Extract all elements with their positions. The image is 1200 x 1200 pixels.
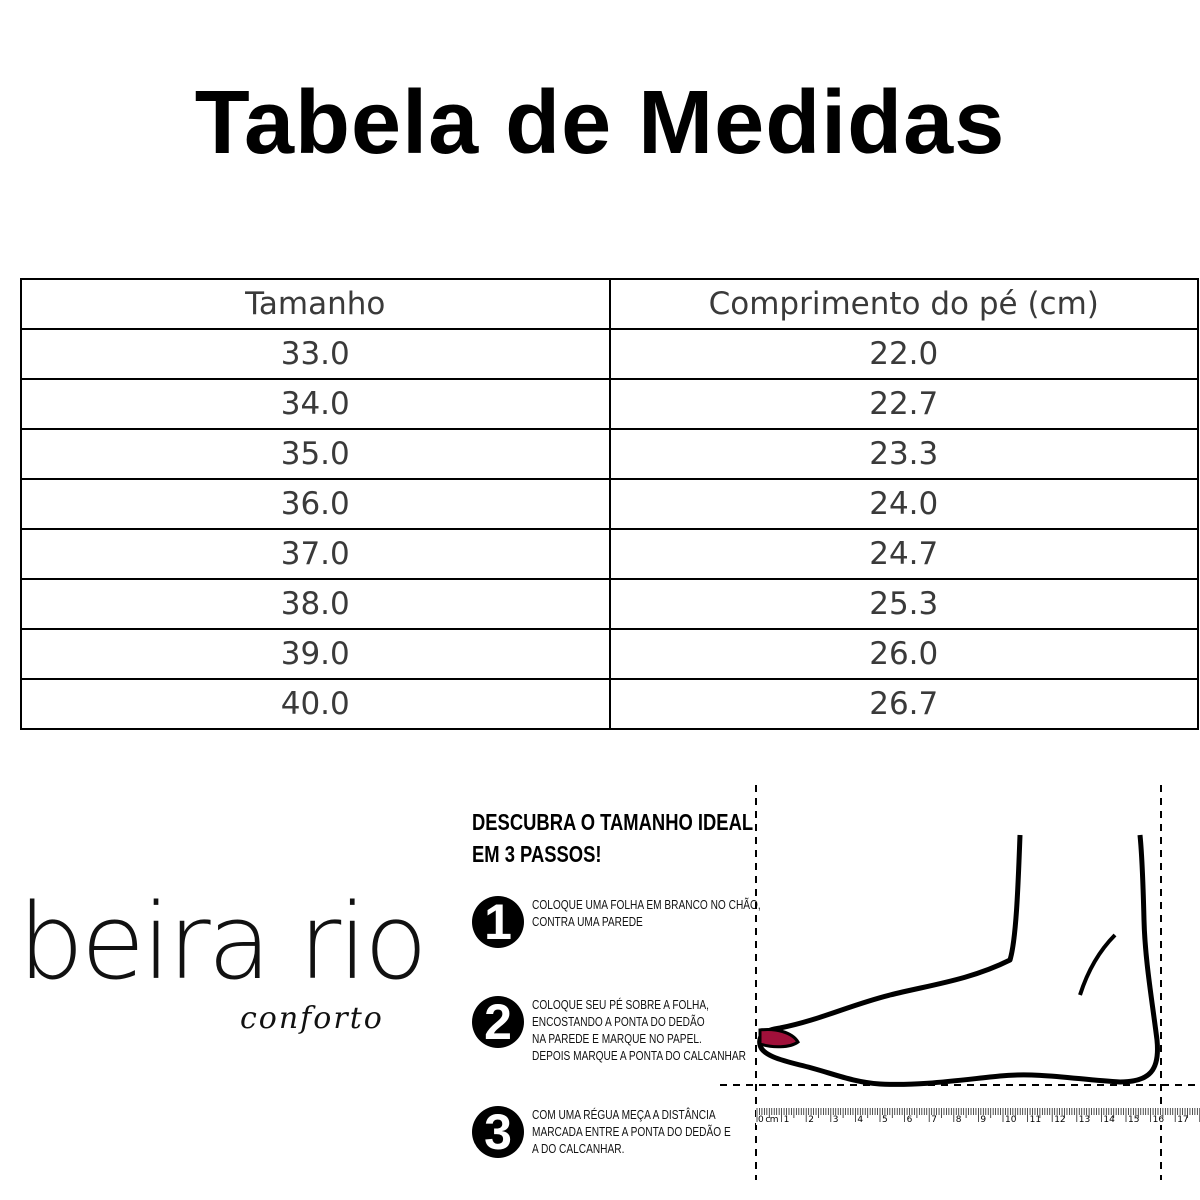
- ruler: 0 cm123456789101112131415161718: [756, 1105, 1200, 1125]
- table-row: 40.0 26.7: [20, 678, 1199, 730]
- length-cell: 25.3: [608, 578, 1199, 630]
- step-number-badge: 2: [472, 996, 524, 1048]
- guide-heading-1: DESCUBRA O TAMANHO IDEAL: [472, 809, 754, 835]
- table-header-row: Tamanho Comprimento do pé (cm): [20, 278, 1199, 330]
- size-table: Tamanho Comprimento do pé (cm) 33.0 22.0 3…: [20, 278, 1199, 730]
- ruler-label: 12: [1054, 1115, 1065, 1125]
- ruler-label: 14: [1103, 1115, 1115, 1125]
- brand-logo: beira rio conforto: [18, 881, 428, 1034]
- size-cell: 39.0: [20, 628, 611, 680]
- step-text-line: Coloque seu pé sobre a folha,: [532, 997, 709, 1012]
- step-number-badge: 1: [472, 896, 524, 948]
- ruler-label: 10: [1005, 1115, 1017, 1125]
- ruler-label: 7: [931, 1115, 937, 1125]
- table-row: 36.0 24.0: [20, 478, 1199, 530]
- length-cell: 22.0: [608, 328, 1199, 380]
- ruler-label: 0 cm: [758, 1115, 778, 1125]
- step-number-badge: 3: [472, 1106, 524, 1158]
- page-title: Tabela de Medidas: [194, 73, 1006, 173]
- ruler-label: 6: [907, 1115, 913, 1125]
- ruler-label: 16: [1153, 1115, 1165, 1125]
- size-cell: 33.0: [20, 328, 611, 380]
- ruler-label: 15: [1128, 1115, 1139, 1125]
- ruler-label: 2: [808, 1115, 814, 1125]
- ankle-line: [1078, 933, 1117, 996]
- step-3: 3 Com uma régua meça a distância marcada e…: [472, 1106, 787, 1158]
- ruler-label: 11: [1030, 1115, 1041, 1125]
- ruler-label: 1: [784, 1115, 790, 1125]
- size-cell: 35.0: [20, 428, 611, 480]
- table-row: 35.0 23.3: [20, 428, 1199, 480]
- ruler-label: 3: [833, 1115, 839, 1125]
- size-cell: 37.0: [20, 528, 611, 580]
- step-text: Coloque uma folha em branco no chão, cont…: [532, 896, 761, 930]
- header-size: Tamanho: [20, 278, 611, 330]
- length-cell: 23.3: [608, 428, 1199, 480]
- ruler-label: 8: [956, 1115, 962, 1125]
- ruler-label: 13: [1079, 1115, 1090, 1125]
- logo-sub-text: conforto: [240, 1001, 384, 1036]
- step-text-line: Coloque uma folha em branco no chão,: [532, 897, 761, 912]
- table-row: 34.0 22.7: [20, 378, 1199, 430]
- length-cell: 22.7: [608, 378, 1199, 430]
- ruler-label: 17: [1177, 1115, 1188, 1125]
- size-cell: 36.0: [20, 478, 611, 530]
- length-cell: 24.7: [608, 528, 1199, 580]
- length-cell: 24.0: [608, 478, 1199, 530]
- toenail: [758, 1028, 800, 1049]
- ruler-label: 4: [857, 1115, 863, 1125]
- foot-illustration: 0 cm123456789101112131415161718: [720, 785, 1200, 1180]
- table-row: 38.0 25.3: [20, 578, 1199, 630]
- step-text-line: Depois marque a ponta do calcanhar: [532, 1048, 746, 1063]
- step-text-line: a do calcanhar.: [532, 1141, 625, 1156]
- step-text-line: marcada entre a ponta do dedão e: [532, 1124, 731, 1139]
- table-row: 39.0 26.0: [20, 628, 1199, 680]
- step-1: 1 Coloque uma folha em branco no chão, con…: [472, 896, 825, 948]
- step-text-line: encostando a ponta do dedão: [532, 1014, 705, 1029]
- length-cell: 26.7: [608, 678, 1199, 730]
- ruler-label: 9: [980, 1115, 986, 1125]
- step-text-line: Com uma régua meça a distância: [532, 1107, 716, 1122]
- logo-main-text: beira rio: [18, 881, 428, 1003]
- guide-heading-2: EM 3 PASSOS!: [472, 841, 602, 867]
- header-foot-length: Comprimento do pé (cm): [608, 278, 1199, 330]
- table-row: 37.0 24.7: [20, 528, 1199, 580]
- foot-outline: [757, 834, 1161, 1087]
- size-cell: 38.0: [20, 578, 611, 630]
- ruler-label: 5: [882, 1115, 888, 1125]
- step-2: 2 Coloque seu pé sobre a folha, encostando…: [472, 996, 806, 1064]
- step-text-line: contra uma parede: [532, 914, 643, 929]
- step-text: Com uma régua meça a distância marcada en…: [532, 1106, 731, 1157]
- length-cell: 26.0: [608, 628, 1199, 680]
- size-cell: 34.0: [20, 378, 611, 430]
- size-cell: 40.0: [20, 678, 611, 730]
- step-text-line: na parede e marque no papel.: [532, 1031, 702, 1046]
- table-row: 33.0 22.0: [20, 328, 1199, 380]
- step-text: Coloque seu pé sobre a folha, encostando …: [532, 996, 746, 1064]
